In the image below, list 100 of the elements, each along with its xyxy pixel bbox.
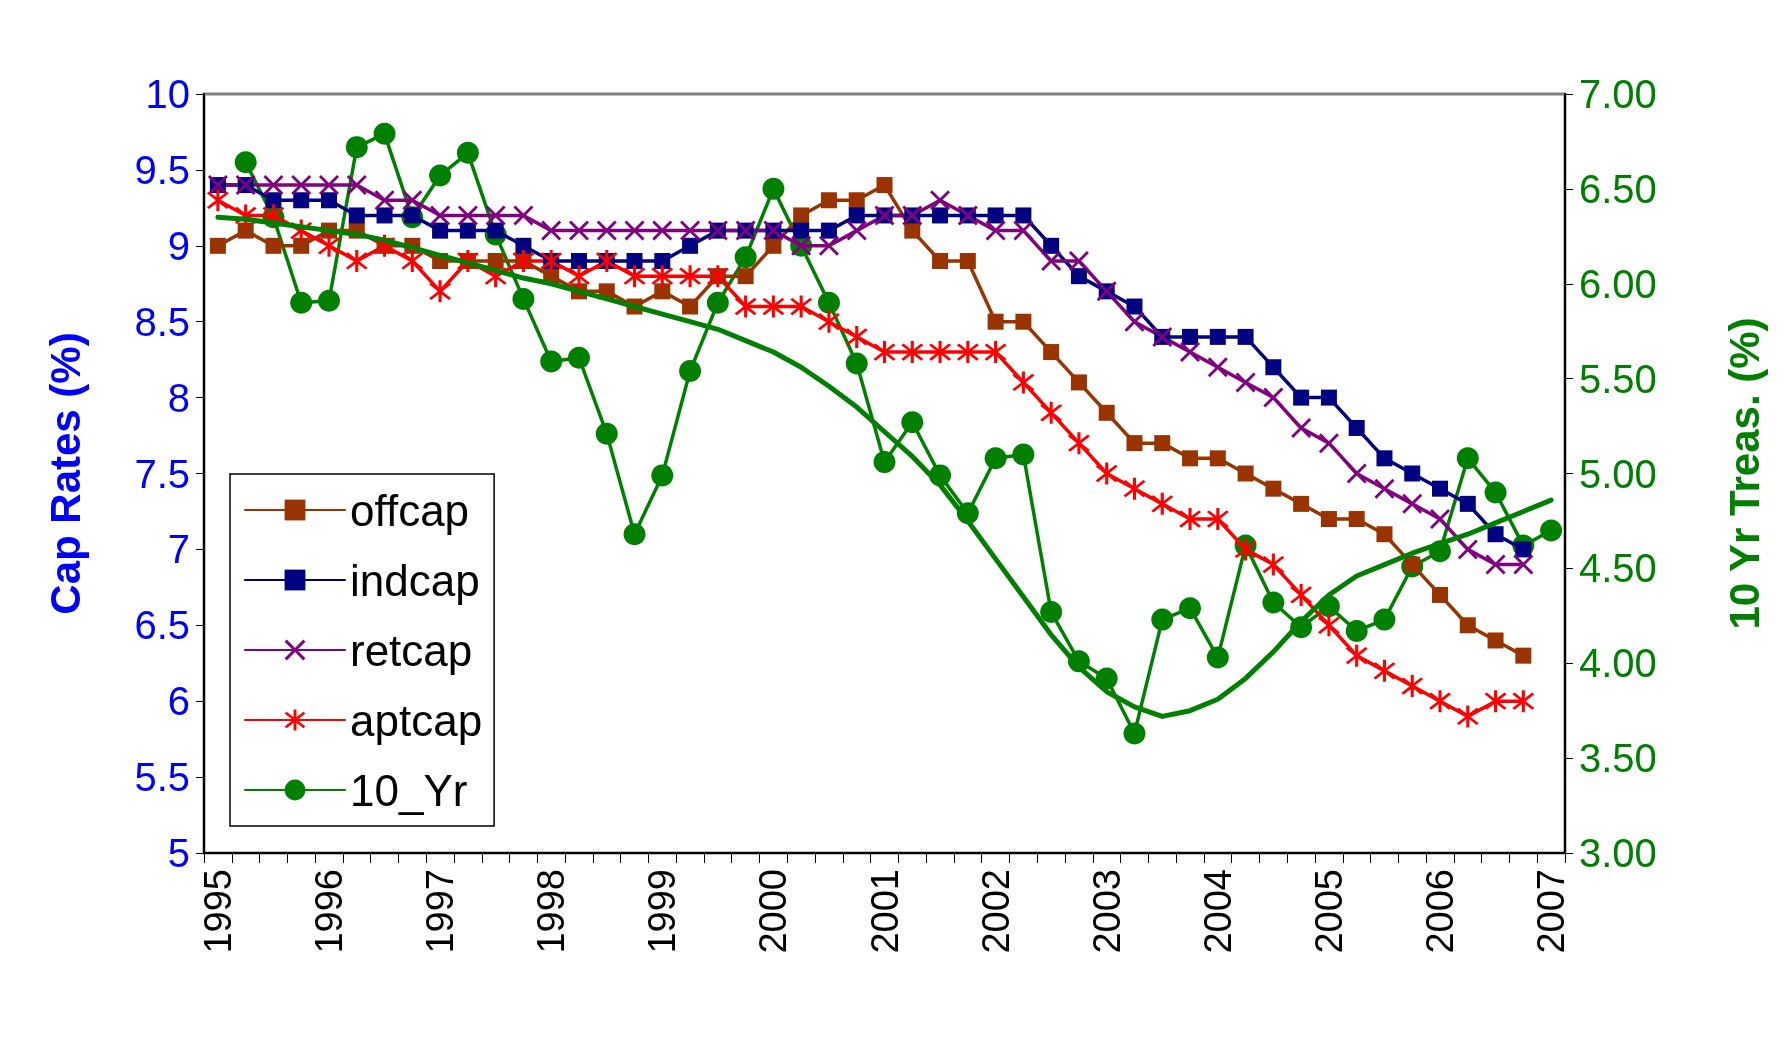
point	[374, 190, 395, 211]
point	[1345, 620, 1368, 642]
point	[1043, 344, 1060, 361]
y2-tick-label: 5.00	[1579, 451, 1657, 496]
point	[1487, 526, 1504, 543]
point	[456, 141, 479, 164]
point	[1456, 705, 1479, 728]
point	[904, 222, 921, 239]
point	[1540, 519, 1563, 542]
point	[1040, 601, 1063, 624]
point	[1265, 359, 1282, 376]
point	[513, 205, 534, 226]
point	[1432, 480, 1449, 497]
point	[682, 237, 699, 254]
point	[1179, 597, 1202, 620]
x-tick-label: 1996	[307, 869, 350, 954]
y2-tick-label: 4.50	[1579, 546, 1657, 591]
point	[1320, 389, 1337, 406]
legend-label: 10_Yr	[350, 765, 468, 815]
point	[1126, 435, 1143, 452]
point	[541, 220, 562, 241]
y-tick-label: 8	[167, 375, 190, 420]
point	[373, 122, 396, 145]
point	[846, 220, 867, 241]
point	[654, 252, 671, 269]
point	[682, 298, 699, 315]
point	[1513, 554, 1534, 575]
x-tick-label: 2004	[1196, 869, 1239, 954]
point	[1067, 432, 1090, 455]
point	[401, 249, 424, 272]
point	[1043, 237, 1060, 254]
x-tick-label: 2002	[974, 869, 1017, 954]
point	[1012, 443, 1035, 466]
point	[873, 451, 896, 474]
point	[1013, 220, 1034, 241]
point	[348, 207, 365, 224]
point	[318, 175, 339, 196]
point	[429, 164, 452, 187]
point	[318, 289, 340, 312]
point	[1376, 450, 1393, 467]
y2-tick-label: 7.00	[1579, 72, 1657, 116]
point	[1293, 495, 1310, 512]
point	[1485, 554, 1506, 575]
point	[402, 190, 423, 211]
point	[265, 237, 282, 254]
point	[457, 205, 478, 226]
point	[1262, 553, 1285, 576]
point	[959, 252, 976, 269]
y2-tick-label: 5.50	[1579, 356, 1657, 401]
point	[1404, 465, 1421, 482]
point	[679, 360, 702, 383]
point	[432, 222, 449, 239]
x-tick-label: 1995	[196, 869, 239, 954]
y2-tick-label: 6.50	[1579, 166, 1657, 211]
point	[734, 246, 757, 269]
y2-tick-label: 3.50	[1579, 736, 1657, 781]
point	[1459, 617, 1476, 634]
point	[1348, 511, 1365, 528]
point	[1151, 492, 1174, 515]
point	[652, 220, 673, 241]
point	[515, 237, 532, 254]
point	[1068, 250, 1089, 271]
y-tick-label: 9.5	[134, 147, 190, 192]
point	[345, 249, 368, 272]
y-tick-label: 5.5	[134, 755, 190, 800]
y-tick-label: 5	[167, 831, 190, 875]
y-tick-label: 9	[167, 223, 190, 268]
point	[1151, 608, 1174, 631]
legend-label: retcap	[350, 625, 473, 675]
y2-tick-label: 3.00	[1579, 831, 1657, 875]
point	[1040, 401, 1063, 424]
x-tick-label: 1997	[419, 869, 462, 954]
point	[1318, 433, 1339, 454]
point	[818, 235, 839, 256]
point	[817, 310, 840, 333]
point	[1459, 495, 1476, 512]
legend-label: indcap	[350, 555, 480, 605]
point	[901, 411, 924, 434]
point	[1206, 508, 1229, 531]
point	[567, 346, 590, 369]
point	[1373, 608, 1396, 631]
point	[1237, 465, 1254, 482]
point	[1345, 644, 1368, 667]
point	[820, 192, 837, 209]
point	[265, 192, 282, 209]
point	[790, 295, 813, 318]
point	[1457, 539, 1478, 560]
y-tick-label: 6.5	[134, 603, 190, 648]
point	[1291, 417, 1312, 438]
point	[209, 237, 226, 254]
point	[793, 207, 810, 224]
point	[987, 207, 1004, 224]
point	[956, 341, 979, 364]
point	[1209, 328, 1226, 345]
x-tick-label: 2000	[752, 869, 795, 954]
point	[345, 136, 368, 159]
legend-label: offcap	[350, 485, 470, 535]
point	[1263, 387, 1284, 408]
x-tick-label: 2007	[1530, 869, 1573, 954]
point	[984, 447, 1007, 470]
